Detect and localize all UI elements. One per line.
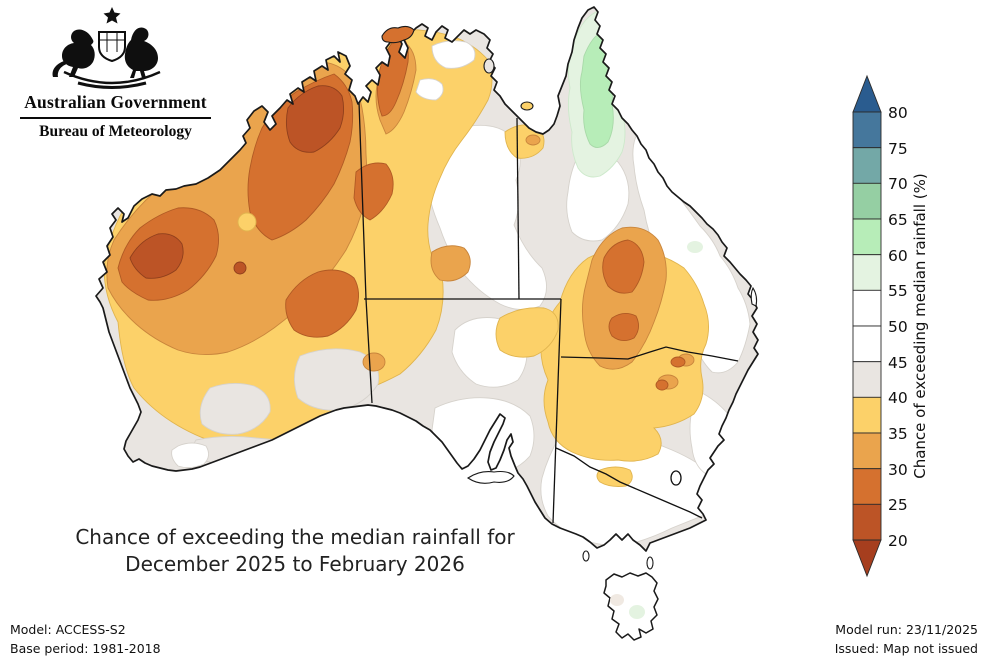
contour-orange-nt-sa [430,245,471,282]
contour-darkorange-central-wa [285,269,359,338]
contour-tan-tasmania [610,594,624,606]
legend-tick-70: 70 [888,175,908,193]
legend-seg-20-25 [852,503,882,541]
contour-darkorange-qld-core [602,239,645,294]
legend-seg-70-75 [852,147,882,184]
contour-yellow-sa-arm [495,307,559,358]
legend-seg-30-35 [852,432,882,470]
legend-tick-30: 30 [888,461,908,479]
contour-darkorange-nsw1 [670,356,686,368]
logo-bureau-text: Bureau of Meteorology [39,122,192,140]
tasmania [603,572,659,641]
shield-icon [98,31,126,63]
contour-yellow-nsw-south [596,466,633,487]
legend-arrow-below-20 [852,539,882,578]
legend-tick-40: 40 [888,389,908,407]
legend-seg-60-65 [852,218,882,256]
bom-logo: Australian Government Bureau of Meteorol… [18,6,213,141]
contour-brick-west-core [129,233,184,279]
legend-arrow-above-80 [852,74,882,113]
contour-grey-sw2 [192,435,325,469]
contour-white-nt-top2 [415,78,444,101]
footer-model-run: Model run: 23/11/2025 [835,622,978,637]
border-act [670,470,682,486]
legend-seg-25-30 [852,468,882,505]
legend-tick-35: 35 [888,425,908,443]
legend-seg-65-70 [852,182,882,220]
border-qld-nsw [560,346,739,362]
map-title-line2: December 2025 to February 2026 [125,552,465,576]
legend-seg-55-60 [852,254,882,291]
border-nt-qld [516,117,520,300]
logo-divider [20,117,211,119]
legend-tick-45: 45 [888,354,908,372]
contour-grey-sw1 [199,383,271,435]
legend-tick-50: 50 [888,318,908,336]
island-groote [483,58,495,74]
island-king [582,550,590,562]
scroll-icon [77,81,147,89]
footer-model: Model: ACCESS-S2 [10,622,126,637]
islands [381,25,758,570]
contour-white-sa-south [431,397,535,475]
legend-seg-50-55 [852,289,882,327]
legend-tick-60: 60 [888,247,908,265]
map-title-line1: Chance of exceeding the median rainfall … [75,525,515,549]
contour-grey-sw3 [294,348,380,411]
island-fraser [750,286,758,307]
legend-seg-35-40 [852,396,882,434]
contour-white-sw-tip [171,442,209,469]
emu-icon [124,27,158,78]
contour-brick-kimberley-core [285,85,345,153]
legend-seg-40-45 [852,361,882,398]
contour-brick-dot [233,261,247,275]
contour-white-nt-top1 [431,40,476,69]
island-tiwi [381,25,415,44]
island-mornington [520,101,534,111]
legend-colorbar [852,74,882,578]
contour-yellow-hole [237,212,257,232]
map-title: Chance of exceeding the median rainfall … [55,524,535,578]
contour-darkorange-nsw2 [655,379,669,391]
footer-issued: Issued: Map not issued [834,641,978,656]
footer-left: Model: ACCESS-S2 Base period: 1981-2018 [10,620,161,658]
contour-white-capeyork-base [566,153,630,242]
coastline-tasmania [603,572,659,641]
legend-tick-80: 80 [888,104,908,122]
island-kangaroo [467,470,515,484]
footer-base-period: Base period: 1981-2018 [10,641,161,656]
legend-tick-75: 75 [888,140,908,158]
border-nsw-vic-murray [555,447,703,519]
contour-orange-gulf-spot [525,134,541,146]
contour-orange-sa-spot [362,352,386,372]
kangaroo-icon [52,29,95,77]
state-borders [358,101,739,524]
legend-seg-45-50 [852,325,882,363]
coastline-mainland [95,6,759,552]
wreath-icon [63,70,161,85]
legend-tick-25: 25 [888,496,908,514]
legend-tick-65: 65 [888,211,908,229]
contour-darkorange-border-lobe [353,162,394,221]
island-flinders [646,556,654,570]
footer-right: Model run: 23/11/2025 Issued: Map not is… [835,620,978,658]
legend-tick-55: 55 [888,282,908,300]
contour-palegreen-tasmania [629,605,645,619]
commonwealth-star-icon [103,7,121,24]
coat-of-arms-icon [52,7,161,89]
legend-seg-75-80 [852,111,882,149]
legend-axis-label: Chance of exceeding median rainfall (%) [911,173,929,479]
logo-government-text: Australian Government [24,92,207,112]
legend-tick-20: 20 [888,532,908,550]
contour-palegreen-qld-coast-spot [687,241,703,253]
contour-darkorange-qld-core2 [608,313,639,341]
border-141e [552,298,562,524]
